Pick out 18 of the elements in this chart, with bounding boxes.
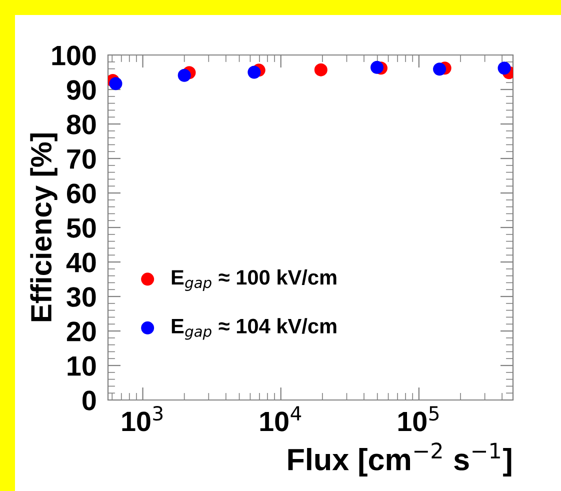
x-tick-label: 10$^{4}$ <box>260 406 302 432</box>
y-tick-label: 70 <box>67 149 96 169</box>
x-axis-title: Flux [cm$^{−2}$ s$^{−1}$] <box>288 442 512 476</box>
y-tick-label: 30 <box>66 287 96 307</box>
legend-label: E$_{gap}$ ≈ 100 kV/cm <box>172 269 336 291</box>
y-tick-label: 90 <box>66 80 96 100</box>
y-tick-label: 80 <box>66 114 96 134</box>
y-tick-label: 60 <box>67 184 96 204</box>
legend-label: E$_{gap}$ ≈ 104 kV/cm <box>172 318 336 340</box>
y-tick-label: 50 <box>66 218 96 238</box>
y-tick-label: 40 <box>66 252 96 272</box>
y-tick-label: 0 <box>82 390 96 410</box>
x-tick-label: 10$^{5}$ <box>398 406 439 432</box>
y-tick-label: 10 <box>68 356 96 376</box>
y-tick-label: 100 <box>52 46 96 66</box>
y-axis-title: Efficiency [%] <box>30 134 58 322</box>
y-tick-label: 20 <box>66 322 96 342</box>
x-tick-label: 10$^{3}$ <box>122 406 163 432</box>
